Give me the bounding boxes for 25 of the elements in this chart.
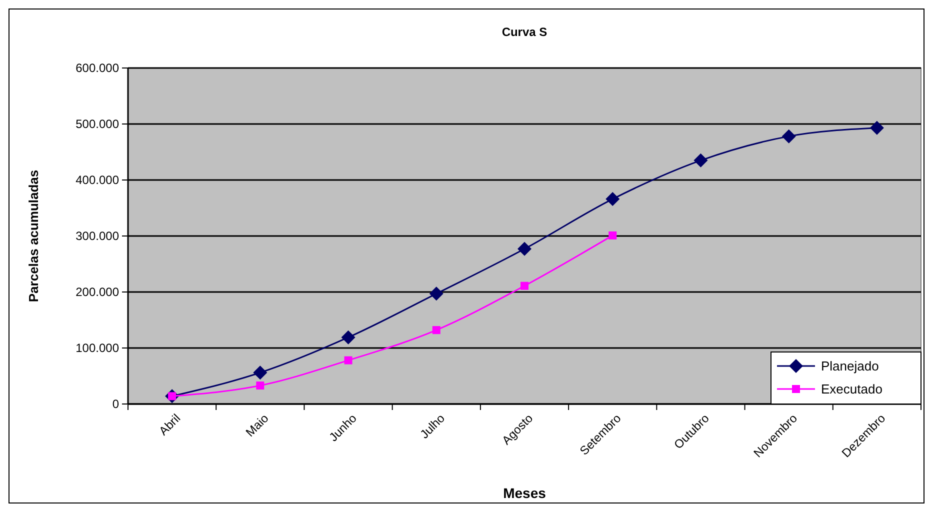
y-tick-label: 0: [112, 397, 120, 412]
legend-label: Executado: [821, 382, 882, 397]
y-tick-label: 500.000: [76, 117, 120, 132]
point: [253, 366, 268, 380]
y-axis-title: Parcelas acumuladas: [26, 170, 41, 302]
point: [870, 120, 884, 135]
point: [782, 129, 796, 144]
y-tick-label: 300.000: [76, 229, 120, 244]
point: [432, 326, 440, 334]
point: [429, 286, 444, 301]
point: [344, 356, 352, 364]
point: [341, 330, 356, 344]
y-tick-label: 100.000: [76, 341, 120, 356]
point: [694, 153, 708, 168]
x-axis-title: Meses: [503, 485, 546, 501]
y-tick-label: 200.000: [76, 285, 120, 300]
point: [256, 382, 264, 390]
point: [518, 242, 532, 256]
y-tick-label: 400.000: [76, 173, 120, 188]
y-tick-label: 600.000: [76, 61, 120, 76]
point: [608, 231, 617, 240]
point: [606, 192, 620, 206]
legend-label: Planejado: [821, 358, 879, 374]
point: [520, 282, 528, 290]
chart-title: Curva S: [502, 25, 548, 39]
